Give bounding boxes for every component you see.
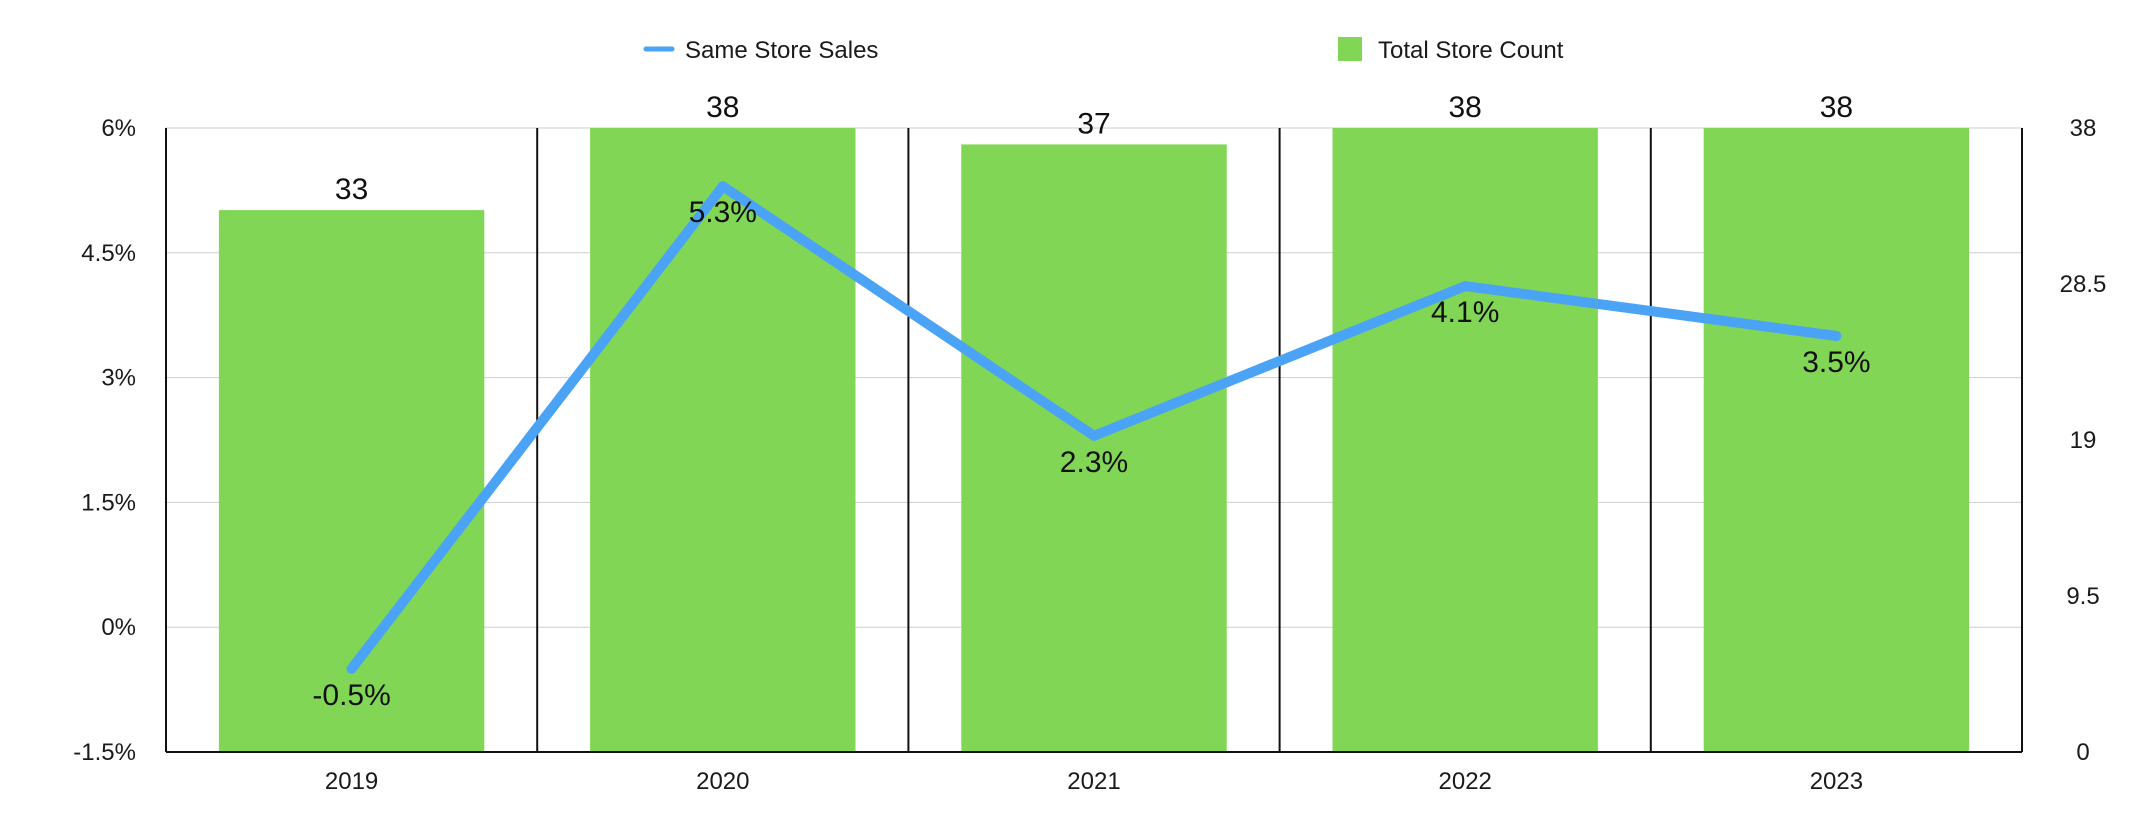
x-tick-label: 2019 xyxy=(325,768,378,795)
bars xyxy=(218,128,1970,753)
left-tick-label: 1.5% xyxy=(81,489,136,516)
legend: Same Store Sales Total Store Count xyxy=(643,37,1564,64)
legend-label-same-store-sales: Same Store Sales xyxy=(685,37,878,64)
line-point-2020 xyxy=(717,181,728,192)
line-value-label: 3.5% xyxy=(1802,346,1870,379)
bar-value-label: 38 xyxy=(1820,91,1853,124)
x-axis-ticks: 2019 2020 2021 2022 2023 xyxy=(325,768,1863,795)
line-value-label: 4.1% xyxy=(1431,296,1499,329)
right-axis-ticks: 38 28.5 19 9.5 0 xyxy=(2060,115,2107,766)
right-tick-label: 9.5 xyxy=(2066,583,2099,610)
line-point-2021 xyxy=(1089,430,1099,441)
x-tick-label: 2021 xyxy=(1067,768,1120,795)
left-tick-label: 6% xyxy=(101,115,136,142)
bar-value-label: 38 xyxy=(706,91,739,124)
line-series xyxy=(346,181,1842,674)
bar-value-labels: 33 38 37 38 38 xyxy=(335,91,1853,206)
bar-2020 xyxy=(590,128,856,752)
line-value-label: -0.5% xyxy=(312,679,390,712)
bar-2023 xyxy=(1703,128,1970,752)
right-tick-label: 0 xyxy=(2076,739,2089,766)
line-point-2022 xyxy=(1460,281,1471,292)
left-tick-label: 3% xyxy=(101,365,136,392)
left-tick-label: 4.5% xyxy=(81,240,136,267)
right-tick-label: 28.5 xyxy=(2060,271,2107,298)
line-point-2023 xyxy=(1831,331,1842,341)
x-tick-label: 2023 xyxy=(1810,768,1863,795)
bar-2022 xyxy=(1332,128,1598,752)
right-tick-label: 38 xyxy=(2070,115,2097,142)
left-tick-label: 0% xyxy=(101,614,136,641)
line-value-label: 2.3% xyxy=(1060,446,1128,479)
right-tick-label: 19 xyxy=(2070,427,2097,454)
left-tick-label: -1.5% xyxy=(73,739,136,766)
bar-value-label: 37 xyxy=(1077,107,1110,140)
bar-2021 xyxy=(961,144,1227,753)
x-tick-label: 2020 xyxy=(696,768,749,795)
bar-value-label: 33 xyxy=(335,173,368,206)
left-axis-ticks: 6% 4.5% 3% 1.5% 0% -1.5% xyxy=(73,115,136,766)
x-tick-label: 2022 xyxy=(1439,768,1492,795)
line-value-labels: -0.5% 5.3% 2.3% 4.1% 3.5% xyxy=(312,196,1870,712)
line-point-2019 xyxy=(346,663,357,674)
legend-square-marker xyxy=(1338,37,1362,61)
legend-label-total-store-count: Total Store Count xyxy=(1378,37,1564,64)
bar-value-label: 38 xyxy=(1449,91,1482,124)
axes xyxy=(165,128,2023,753)
line-value-label: 5.3% xyxy=(689,196,757,229)
